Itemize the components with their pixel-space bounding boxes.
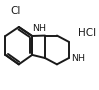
Text: Cl: Cl	[10, 6, 20, 16]
Text: NH: NH	[32, 24, 46, 33]
Text: HCl: HCl	[78, 28, 96, 38]
Text: NH: NH	[71, 54, 85, 63]
